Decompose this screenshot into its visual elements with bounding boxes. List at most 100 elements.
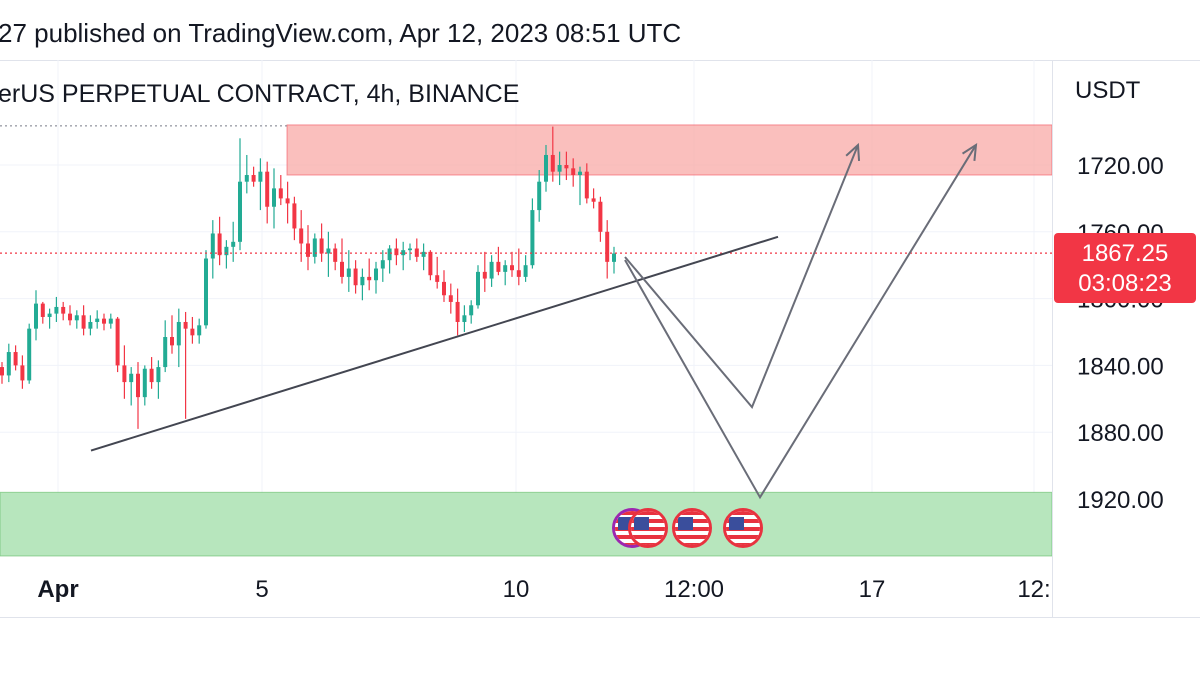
- price-tick-label: 1880.00: [1077, 420, 1164, 447]
- candle-body: [578, 171, 582, 176]
- projection-path-2: [624, 144, 977, 500]
- candle-body: [326, 248, 331, 254]
- candle-body: [68, 313, 72, 321]
- candle-body: [557, 165, 562, 172]
- candle-body: [251, 175, 256, 182]
- candle-body: [421, 251, 426, 257]
- candle-body: [523, 265, 528, 277]
- candle-body: [183, 321, 188, 329]
- candle-body: [516, 270, 521, 277]
- candle-body: [197, 325, 202, 336]
- candle-body: [462, 315, 467, 322]
- candle-body: [346, 268, 351, 277]
- candle-body: [285, 198, 290, 204]
- candle-body: [469, 305, 474, 316]
- candle-body: [394, 248, 399, 256]
- candle-body: [6, 352, 11, 376]
- price-unit-label: USDT: [1075, 77, 1141, 104]
- candle-body: [88, 321, 93, 329]
- chart-drawings: [0, 125, 1052, 500]
- candle-body: [163, 337, 168, 368]
- candle-body: [476, 271, 480, 306]
- candle-body: [496, 261, 501, 272]
- candle-body: [537, 181, 542, 211]
- candle-body: [571, 168, 576, 176]
- candle-body: [81, 315, 86, 329]
- arrow-head-icon: [961, 142, 978, 161]
- candle-body: [503, 265, 508, 272]
- footer-divider: [0, 617, 1200, 618]
- candle-body: [510, 265, 514, 271]
- candle-body: [278, 188, 283, 199]
- time-tick-label: 17: [859, 576, 886, 603]
- candle-body: [360, 276, 365, 286]
- candle-body: [312, 238, 317, 257]
- candle-body: [156, 367, 161, 383]
- candle-body: [299, 228, 304, 244]
- candle-body: [204, 258, 208, 326]
- projection-path-1: [624, 144, 859, 410]
- candle-body: [61, 306, 66, 314]
- candle-body: [530, 210, 535, 266]
- symbol-title[interactable]: erUS PERPETUAL CONTRACT, 4h, BINANCE: [0, 80, 520, 108]
- candle-body: [95, 318, 100, 322]
- us-flag-icon[interactable]: [723, 508, 763, 548]
- candle-body: [605, 231, 610, 262]
- candle-body: [489, 261, 494, 279]
- current-price-label: 1867.25: [1081, 240, 1169, 267]
- candle-series: [0, 126, 616, 429]
- candle-body: [374, 268, 378, 281]
- candle-body: [564, 165, 569, 169]
- candle-body: [408, 248, 412, 251]
- candle-body: [428, 251, 433, 276]
- candle-body: [401, 250, 406, 256]
- candle-body: [612, 253, 616, 262]
- candle-body: [367, 276, 372, 281]
- price-tick-label: 1720.00: [1077, 153, 1164, 180]
- candle-body: [217, 233, 222, 256]
- price-tick-label: 1920.00: [1077, 487, 1164, 514]
- candle-body: [306, 243, 310, 257]
- candle-body: [265, 171, 270, 207]
- time-tick-label: 10: [503, 576, 530, 603]
- candle-body: [333, 248, 338, 262]
- candle-body: [435, 275, 440, 282]
- candle-body: [258, 171, 263, 182]
- candle-body: [238, 181, 242, 242]
- price-tick-label: 1840.00: [1077, 353, 1164, 380]
- resistance-zone: [286, 124, 1053, 176]
- time-tick-label: 5: [255, 576, 268, 603]
- us-flag-icon[interactable]: [672, 508, 712, 548]
- candle-body: [176, 321, 181, 346]
- candle-body: [115, 318, 120, 366]
- candle-body: [190, 328, 195, 336]
- current-price-tag: 1867.25 03:08:23: [1054, 233, 1196, 303]
- time-tick-label: Apr: [37, 576, 78, 603]
- us-flag-icon[interactable]: [628, 508, 668, 548]
- candle-body: [591, 198, 596, 202]
- chart-zones: [0, 124, 1053, 557]
- support-zone: [0, 491, 1053, 557]
- candle-body: [170, 337, 174, 346]
- ascending-trendline: [90, 235, 779, 452]
- candle-body: [550, 154, 555, 172]
- candle-body: [442, 281, 446, 296]
- candle-body: [54, 306, 59, 314]
- candle-body: [448, 295, 453, 302]
- candle-body: [292, 203, 297, 229]
- candle-body: [319, 238, 324, 254]
- arrow-head-icon: [845, 142, 861, 161]
- candle-body: [380, 260, 385, 269]
- time-tick-label: 12:: [1017, 576, 1050, 603]
- candle-body: [584, 171, 589, 199]
- publish-info: 27 published on TradingView.com, Apr 12,…: [0, 18, 682, 48]
- candle-body: [244, 175, 249, 182]
- time-tick-label: 12:00: [664, 576, 724, 603]
- candle-body: [13, 352, 18, 366]
- candle-body: [455, 301, 460, 322]
- candle-body: [387, 248, 392, 261]
- candle-body: [34, 303, 38, 329]
- candle-body: [598, 201, 603, 232]
- header-divider: [0, 60, 1200, 61]
